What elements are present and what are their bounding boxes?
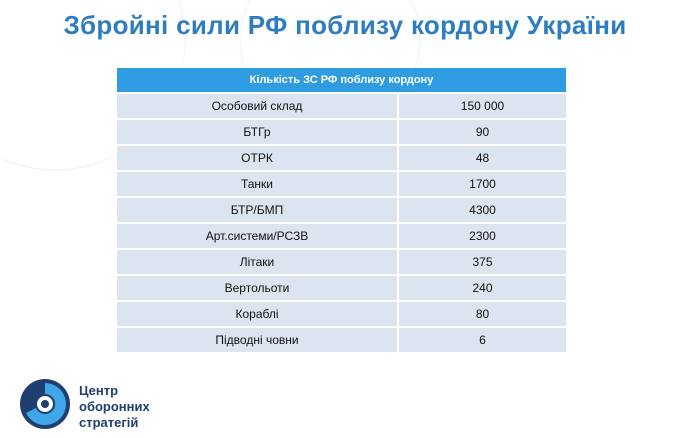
row-value: 6: [398, 327, 566, 354]
row-value: 4300: [398, 197, 566, 224]
row-label: Літаки: [117, 249, 399, 276]
logo-line: Центр: [79, 383, 119, 398]
logo-line: стратегій: [79, 415, 139, 430]
row-value: 240: [398, 275, 566, 302]
table-caption: Кількість ЗС РФ поблизу кордону: [117, 68, 566, 94]
row-value: 90: [398, 119, 566, 146]
table-row: Кораблі 80: [117, 301, 566, 328]
table-row: Підводні човни 6: [117, 327, 566, 354]
row-value: 375: [398, 249, 566, 276]
row-value: 150 000: [398, 93, 566, 120]
row-value: 80: [398, 301, 566, 328]
slide-title: Збройні сили РФ поблизу кордону України: [63, 10, 627, 40]
row-label: Підводні човни: [117, 327, 399, 354]
row-value: 2300: [398, 223, 566, 250]
logo-line: оборонних: [79, 399, 150, 414]
row-label: Особовий склад: [117, 93, 399, 120]
table-row: Танки 1700: [117, 171, 566, 198]
table-row: БТР/БМП 4300: [117, 197, 566, 224]
table-row: Особовий склад 150 000: [117, 93, 566, 120]
table-row: БТГр 90: [117, 119, 566, 146]
table-row: Літаки 375: [117, 249, 566, 276]
table-row: Арт.системи/РСЗВ 2300: [117, 223, 566, 250]
row-value: 1700: [398, 171, 566, 198]
row-label: БТГр: [117, 119, 399, 146]
row-label: Кораблі: [117, 301, 399, 328]
data-table: Кількість ЗС РФ поблизу кордону Особовий…: [117, 68, 566, 354]
logo-text: Центр оборонних стратегій: [79, 383, 150, 431]
logo-mark: [20, 379, 70, 429]
row-label: Вертольоти: [117, 275, 399, 302]
row-value: 48: [398, 145, 566, 172]
row-label: БТР/БМП: [117, 197, 399, 224]
table-row: ОТРК 48: [117, 145, 566, 172]
table-row: Вертольоти 240: [117, 275, 566, 302]
row-label: ОТРК: [117, 145, 399, 172]
row-label: Арт.системи/РСЗВ: [117, 223, 399, 250]
row-label: Танки: [117, 171, 399, 198]
